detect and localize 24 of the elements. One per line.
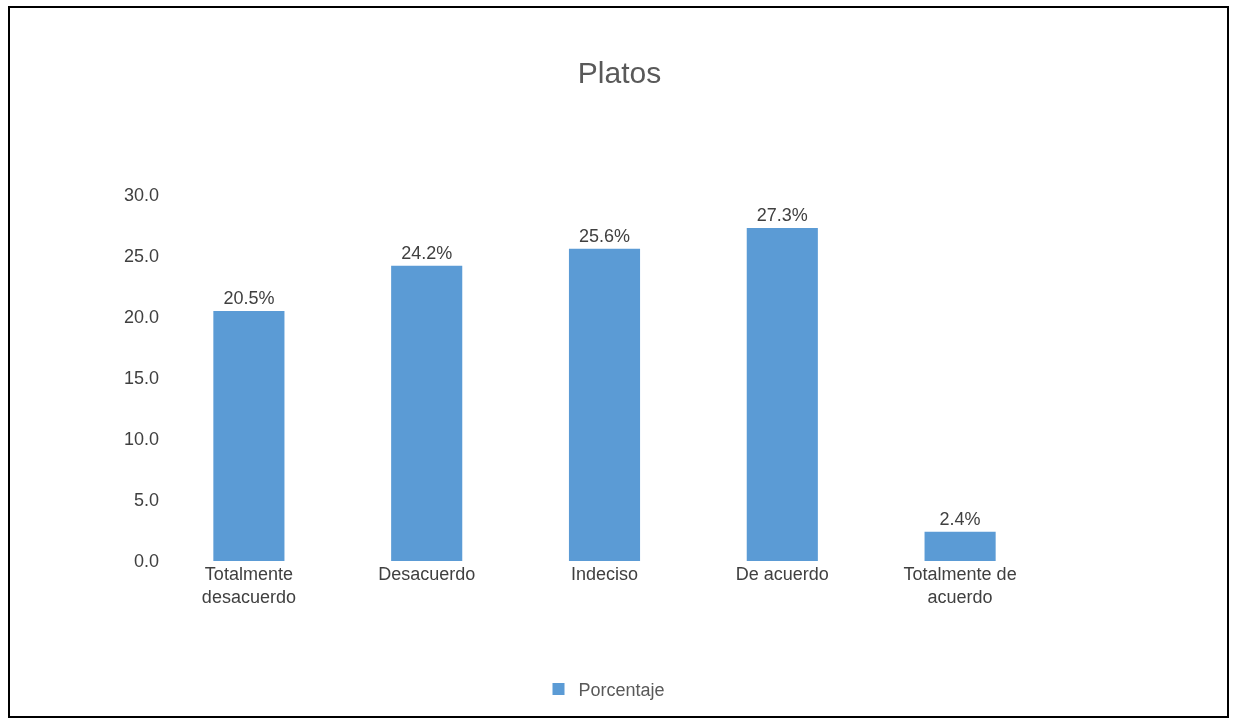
y-tick-label: 0.0 [133, 551, 159, 572]
y-tick-label: 30.0 [123, 185, 159, 206]
y-tick-label: 10.0 [123, 429, 159, 450]
data-label: 25.6% [578, 225, 631, 246]
data-label: 24.2% [401, 242, 453, 263]
data-label: 2.4% [939, 508, 981, 529]
y-tick-label: 5.0 [133, 490, 159, 511]
bar [568, 248, 641, 561]
y-tick-label: 15.0 [123, 368, 159, 389]
x-tick-label: Totalmente de acuerdo [903, 564, 1017, 608]
bar [924, 531, 996, 561]
data-label: 27.3% [756, 204, 808, 225]
x-tick-label: Totalmente desacuerdo [201, 564, 296, 608]
x-tick-label: Indeciso [570, 564, 639, 584]
data-label: 20.5% [223, 287, 275, 308]
bar [746, 227, 818, 561]
y-tick-label: 20.0 [123, 307, 159, 328]
bar [213, 310, 285, 561]
chart-title: Platos [577, 55, 662, 89]
x-tick-label: De acuerdo [735, 564, 829, 584]
bar [391, 265, 463, 561]
x-tick-label: Desacuerdo [378, 564, 476, 584]
legend-label: Porcentaje [578, 680, 665, 701]
y-tick-label: 25.0 [123, 246, 159, 267]
